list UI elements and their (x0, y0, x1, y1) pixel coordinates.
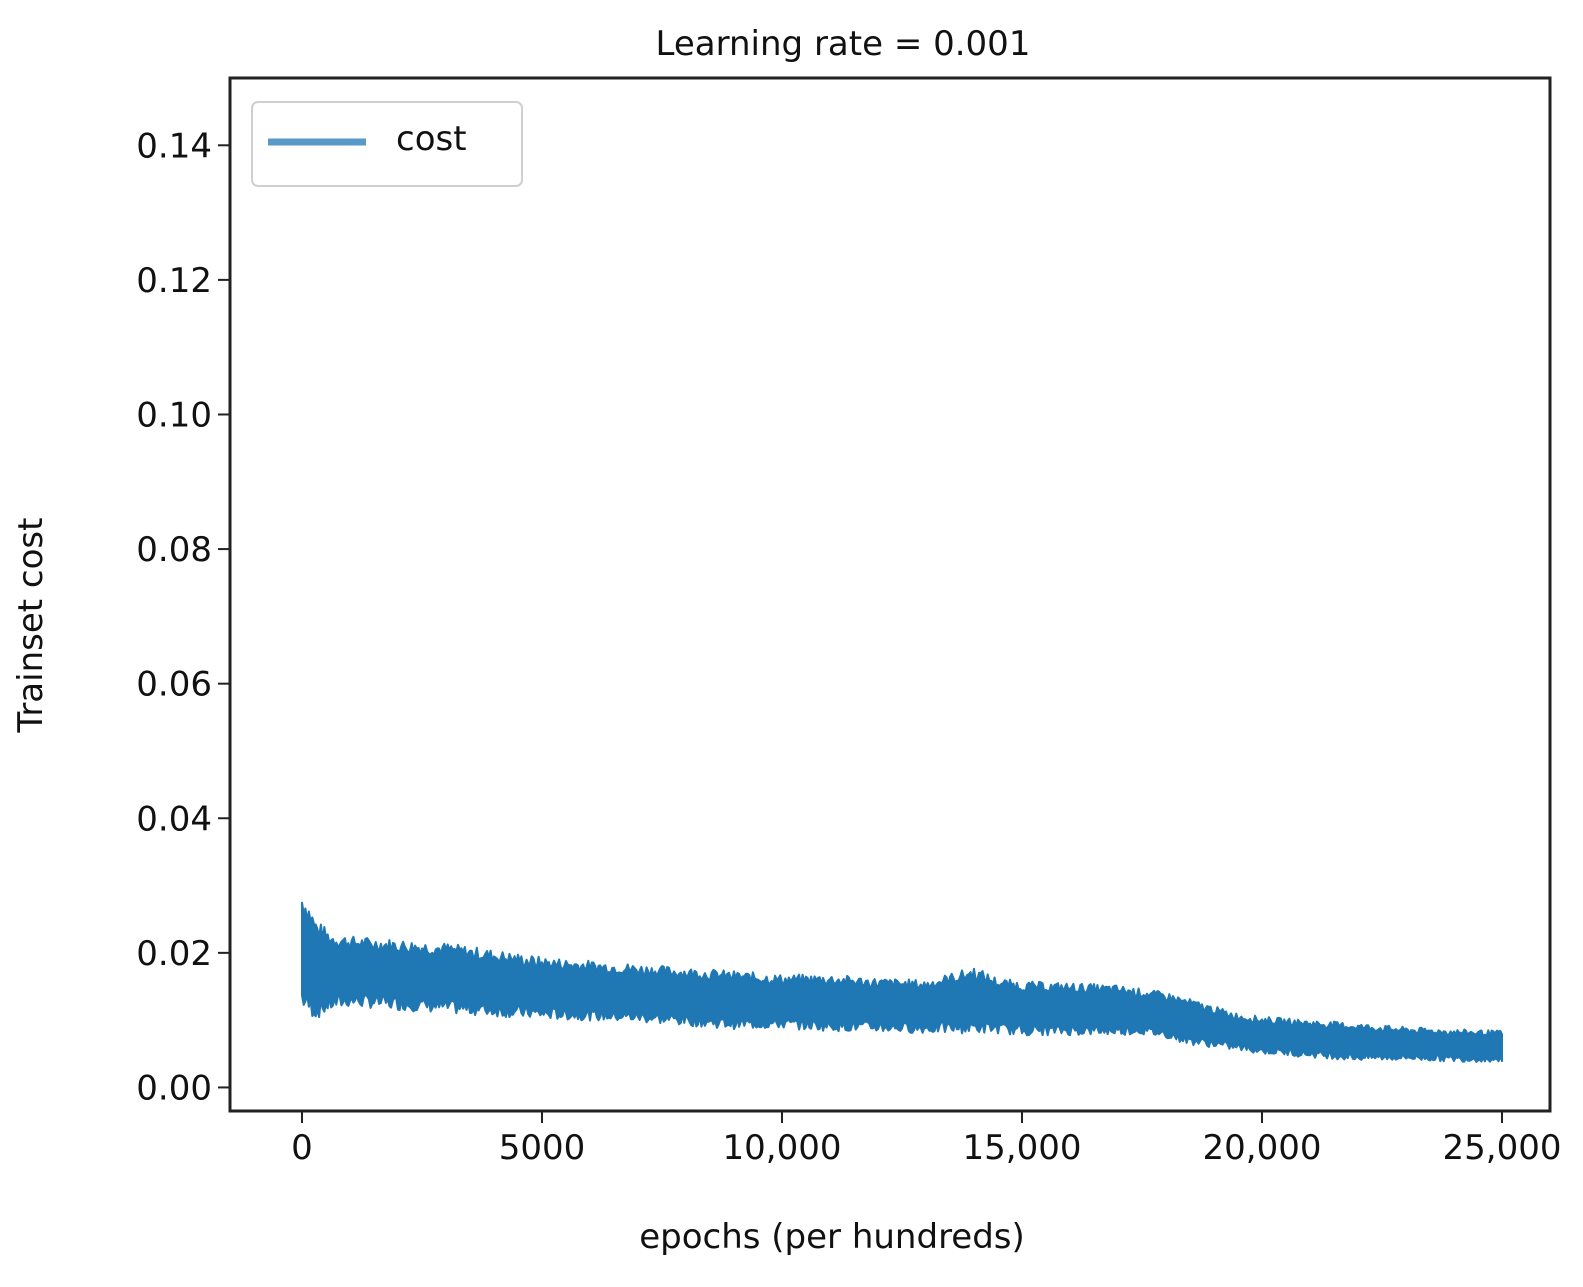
y-tick-label: 0.00 (136, 1068, 212, 1108)
x-axis: 0 5000 10,000 15,000 20,000 25,000 (291, 1111, 1561, 1168)
x-tick-label: 20,000 (1203, 1128, 1322, 1168)
plot-area (301, 901, 1503, 1063)
y-tick-label: 0.14 (136, 126, 212, 166)
x-tick-label: 15,000 (963, 1128, 1082, 1168)
legend-box (251, 101, 523, 187)
x-tick-label: 0 (291, 1128, 313, 1168)
y-tick-label: 0.06 (136, 665, 212, 705)
legend-label-cost: cost (396, 119, 467, 159)
y-axis: 0.00 0.02 0.04 0.06 0.08 0.10 0.12 0.14 (136, 126, 230, 1108)
y-tick-label: 0.08 (136, 530, 212, 570)
chart-title: Learning rate = 0.001 (656, 24, 1031, 64)
y-tick-label: 0.10 (136, 395, 212, 435)
y-axis-label: Trainset cost (11, 518, 51, 734)
x-axis-label: epochs (per hundreds) (639, 1217, 1025, 1257)
x-tick-label: 25,000 (1443, 1128, 1562, 1168)
series-cost (301, 901, 1503, 1063)
y-tick-label: 0.12 (136, 261, 212, 301)
y-tick-label: 0.02 (136, 934, 212, 974)
x-tick-label: 5000 (499, 1128, 586, 1168)
y-tick-label: 0.04 (136, 799, 212, 839)
plot-frame (228, 76, 1552, 1113)
x-tick-label: 10,000 (723, 1128, 842, 1168)
legend: cost (251, 101, 523, 187)
